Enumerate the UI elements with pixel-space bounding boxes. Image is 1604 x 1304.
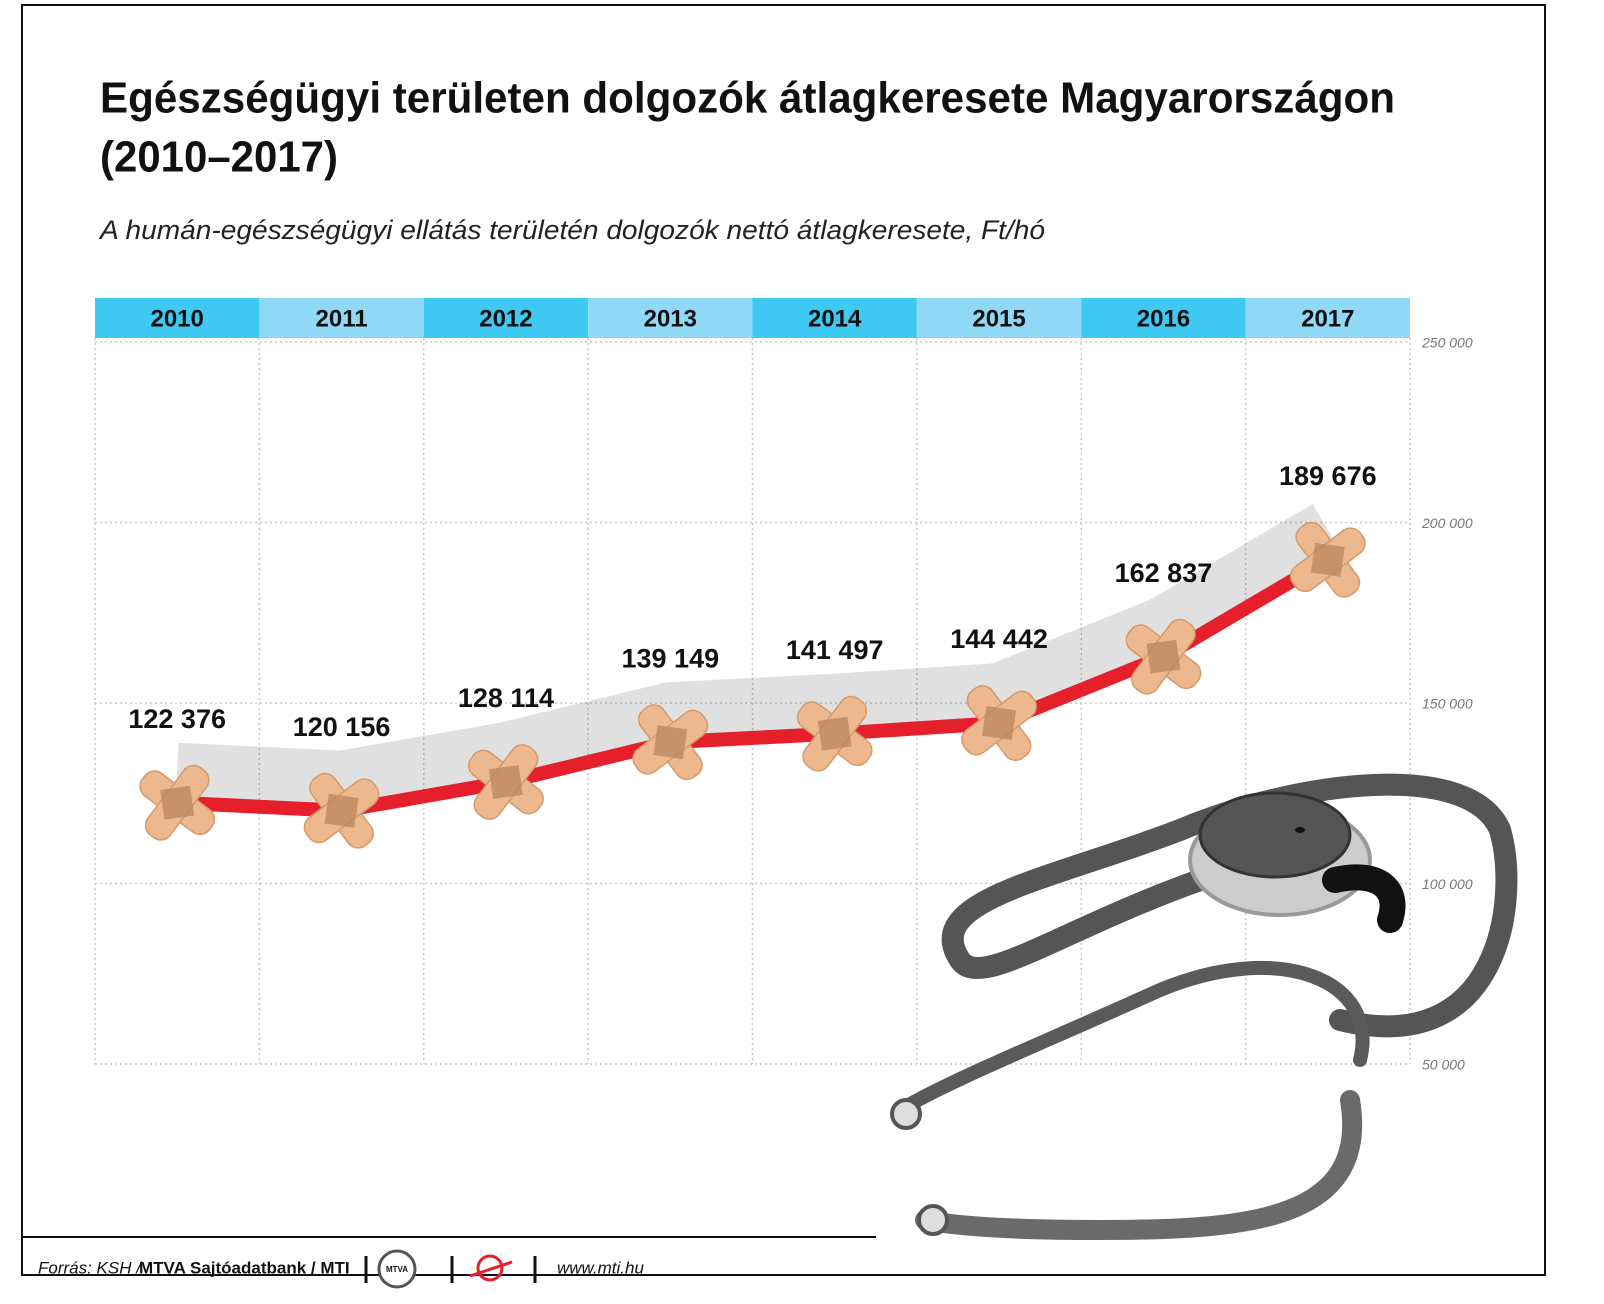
data-label: 189 676 <box>1279 461 1377 491</box>
bandage-pad <box>653 725 688 760</box>
bandage-marker <box>796 695 873 772</box>
bandage-pad <box>1310 542 1345 577</box>
category-header <box>916 298 1082 338</box>
category-header <box>1081 298 1246 338</box>
category-header <box>588 298 753 338</box>
y-tick-label: 100 000 <box>1422 876 1473 892</box>
x-tick-label: 2015 <box>972 305 1025 332</box>
x-tick-label: 2011 <box>316 305 368 332</box>
data-label: 120 156 <box>293 712 391 742</box>
category-header <box>423 298 589 338</box>
logo-ring <box>377 1249 417 1289</box>
x-tick-label: 2014 <box>808 305 862 332</box>
y-tick-label: 50 000 <box>1422 1057 1465 1073</box>
footer-credit: MTVA Sajtóadatbank / MTI <box>139 1258 350 1277</box>
y-tick-label: 250 000 <box>1421 335 1473 351</box>
bandage-marker <box>303 772 380 849</box>
x-tick-label: 2017 <box>1301 305 1354 332</box>
y-tick-label: 150 000 <box>1422 696 1473 712</box>
chart-subtitle: A humán-egészségügyi ellátás területén d… <box>98 215 1045 245</box>
data-label: 141 497 <box>786 635 884 665</box>
x-tick-label: 2016 <box>1137 305 1190 332</box>
data-label: 122 376 <box>128 704 226 734</box>
data-label: 162 837 <box>1115 558 1213 588</box>
category-header <box>95 298 260 338</box>
category-header <box>259 298 424 338</box>
logo-mti <box>469 1260 513 1278</box>
footer-source: Forrás: KSH / <box>38 1258 143 1277</box>
earpiece <box>917 1204 949 1236</box>
plot-area: 50 000 100 000 150 000 200 000 250 000 2010 20… <box>94 298 1473 1073</box>
bandage-pad <box>488 765 523 799</box>
bandage-pad <box>817 716 852 751</box>
bandage-pad <box>324 793 359 828</box>
logo-text: MTVA <box>386 1265 408 1274</box>
stem <box>1322 864 1406 933</box>
footer-url: www.mti.hu <box>557 1258 644 1277</box>
bandage-marker <box>468 744 544 820</box>
center <box>1295 827 1305 833</box>
diaphragm <box>1198 791 1352 879</box>
bandage-marker <box>1289 521 1366 598</box>
bandage-marker <box>961 685 1037 761</box>
tube <box>893 961 1370 1117</box>
tube <box>915 1090 1362 1241</box>
bandage-marker <box>632 704 709 781</box>
logo-mti <box>476 1254 504 1282</box>
bandage-marker <box>1125 618 1202 695</box>
data-label: 128 114 <box>458 683 554 713</box>
bandage-pad <box>160 785 195 820</box>
x-tick-label: 2010 <box>150 305 203 332</box>
stethoscope-illustration <box>890 773 1518 1241</box>
chart-title: Egészségügyi területen dolgozók átlagker… <box>100 74 1395 123</box>
category-header <box>1245 298 1410 338</box>
data-label: 139 149 <box>622 643 720 673</box>
data-label: 144 442 <box>950 624 1048 654</box>
x-tick-label: 2012 <box>479 305 532 332</box>
chart-title-line2: (2010–2017) <box>100 133 338 182</box>
frame <box>21 4 1546 1276</box>
bandage-pad <box>982 706 1017 741</box>
category-header <box>752 298 917 338</box>
tube <box>941 773 1518 1038</box>
y-tick-label: 200 000 <box>1421 515 1473 531</box>
bandage-marker <box>139 764 216 841</box>
earpiece <box>890 1098 922 1130</box>
bandage-pad <box>1146 639 1181 674</box>
x-tick-label: 2013 <box>644 305 697 332</box>
